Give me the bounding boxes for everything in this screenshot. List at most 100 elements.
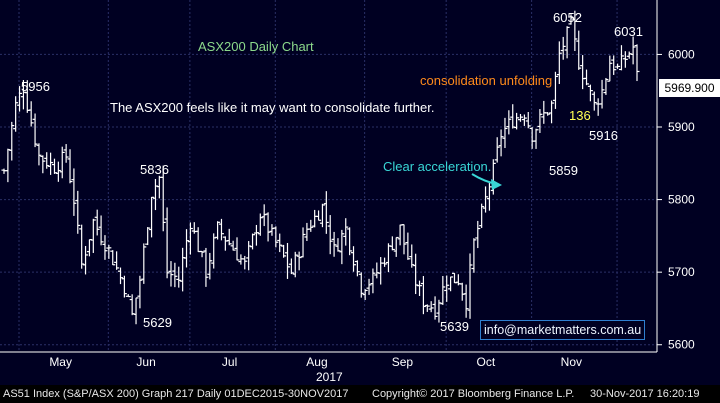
price-bar	[626, 51, 632, 59]
price-bar	[420, 276, 426, 315]
price-bar	[44, 152, 50, 169]
price-bar	[253, 224, 259, 246]
price-bar	[5, 148, 11, 183]
x-tick-label: May	[49, 355, 72, 369]
price-bar	[448, 276, 454, 292]
price-bar	[226, 228, 232, 246]
price-bar	[180, 247, 186, 292]
price-bar	[428, 301, 434, 313]
price-bar	[98, 215, 104, 246]
price-bar	[343, 218, 349, 246]
price-bar	[351, 246, 357, 272]
price-bar	[13, 96, 19, 132]
price-bar	[59, 146, 65, 179]
price-bar	[533, 128, 539, 149]
price-bar	[494, 137, 500, 163]
price-bar	[599, 79, 605, 109]
price-bar	[125, 294, 131, 298]
price-bar	[634, 44, 640, 82]
y-tick-label: 5700	[668, 265, 695, 279]
price-bar	[525, 111, 531, 129]
price-bar	[545, 112, 551, 116]
price-bar	[584, 69, 590, 86]
price-bar	[160, 165, 166, 232]
price-bar	[246, 241, 252, 271]
price-bar	[424, 304, 430, 312]
footer-timestamp: 30-Nov-2017 16:20:19	[590, 388, 700, 400]
price-bar	[304, 222, 310, 242]
price-bar	[242, 255, 248, 270]
price-bar	[417, 280, 423, 296]
price-bar	[486, 182, 492, 211]
price-bar	[451, 272, 457, 284]
price-bar	[145, 227, 151, 246]
price-bar	[514, 112, 520, 130]
price-bar	[281, 244, 287, 258]
price-bar	[308, 219, 314, 232]
price-bar	[475, 220, 481, 249]
price-bar	[556, 41, 562, 85]
x-axis-year-label: 2017	[316, 370, 343, 384]
price-bar	[32, 113, 38, 148]
price-bar	[510, 104, 516, 129]
price-bar	[354, 260, 360, 277]
price-bar	[316, 210, 322, 221]
price-bar	[48, 152, 54, 175]
price-bar	[358, 272, 364, 298]
price-bar	[549, 100, 555, 124]
bloomberg-footer: AS51 Index (S&P/ASX 200) Graph 217 Daily…	[0, 385, 720, 403]
price-bar	[199, 250, 205, 258]
price-bar	[168, 261, 174, 287]
price-bar	[222, 236, 228, 251]
price-label-5629: 5629	[143, 315, 172, 330]
x-tick-label: Oct	[477, 355, 496, 369]
price-bar	[90, 218, 96, 253]
price-bar	[401, 224, 407, 255]
price-bar	[393, 236, 399, 257]
price-bar	[296, 251, 302, 271]
acceleration-arrowhead	[491, 179, 502, 190]
price-bar	[284, 242, 290, 279]
annotation-acceleration: Clear acceleration.	[383, 159, 491, 174]
price-bar	[339, 229, 345, 265]
price-bar	[176, 266, 182, 288]
price-bar	[312, 209, 318, 228]
price-bar	[184, 229, 190, 268]
price-bar	[218, 218, 224, 241]
price-bar	[366, 278, 372, 295]
price-bar	[362, 289, 368, 300]
price-bar	[568, 14, 574, 25]
price-bar	[110, 250, 116, 266]
price-bar	[28, 101, 34, 127]
y-tick-label: 5900	[668, 120, 695, 134]
price-bar	[36, 143, 42, 166]
price-bar	[250, 233, 256, 250]
price-label-5859: 5859	[549, 163, 578, 178]
price-bar	[618, 45, 624, 71]
price-label-5916: 5916	[589, 128, 618, 143]
price-bar	[409, 244, 415, 268]
price-bar	[560, 36, 566, 60]
annotation-consolidate: The ASX200 feels like it may want to con…	[110, 100, 434, 115]
price-bar	[502, 117, 508, 149]
price-bar	[444, 275, 450, 302]
price-bar	[471, 238, 477, 273]
price-bar	[261, 204, 267, 227]
price-bar	[9, 121, 15, 161]
price-label-5956: 5956	[21, 79, 50, 94]
price-bar	[156, 175, 162, 199]
price-bar	[86, 239, 92, 257]
price-bar	[587, 84, 593, 102]
price-bar	[102, 235, 108, 260]
price-bar	[288, 258, 294, 275]
price-bar	[269, 224, 275, 236]
price-bar	[467, 253, 473, 319]
price-bar	[211, 233, 217, 269]
price-bar	[389, 236, 395, 251]
price-bar	[572, 10, 578, 51]
price-bar	[564, 26, 570, 59]
price-bar	[51, 158, 57, 174]
price-bar	[83, 245, 89, 275]
price-label-5836: 5836	[140, 162, 169, 177]
